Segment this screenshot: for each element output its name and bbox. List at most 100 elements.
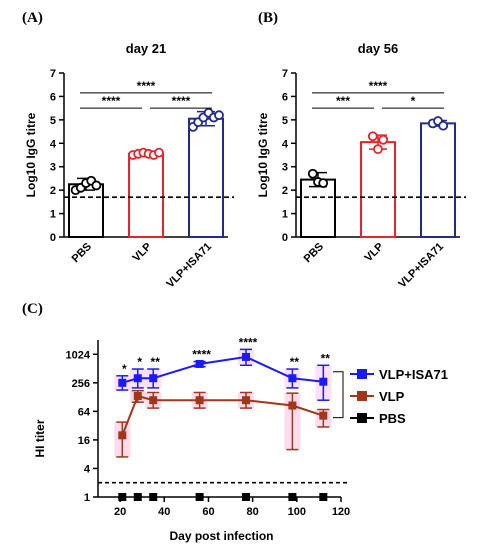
x-axis-label: Day post infection — [169, 529, 273, 543]
x-tick-label: 60 — [202, 506, 214, 518]
bar — [360, 141, 396, 238]
data-point — [318, 178, 329, 189]
y-tick-label: 4 — [50, 138, 57, 150]
data-point — [91, 180, 102, 191]
y-tick-label: 3 — [50, 162, 56, 174]
data-point — [438, 120, 449, 131]
x-tick-label: 120 — [332, 506, 350, 518]
y-axis-label: Log10 IgG titre — [256, 112, 270, 197]
chart-title: day 21 — [126, 41, 166, 56]
comparison-bracket — [333, 371, 344, 419]
y-tick-label: 1 — [282, 209, 288, 221]
y-tick-label: 6 — [50, 91, 56, 103]
data-point — [118, 493, 127, 501]
data-point — [307, 168, 318, 179]
y-tick-label: 1024 — [66, 349, 91, 361]
bar — [300, 178, 336, 239]
y-tick-label: 2 — [50, 185, 56, 197]
significance-label: **** — [102, 94, 121, 108]
panel-c: (C) HI titer Day post infection 1 4 16 64 256 10… — [22, 301, 448, 543]
bar — [420, 122, 456, 238]
y-tick-label: 16 — [78, 435, 90, 447]
data-point — [133, 391, 142, 400]
y-tick-label: 7 — [50, 68, 56, 80]
significance-label: **** — [172, 94, 191, 108]
legend-marker — [357, 369, 367, 379]
panel-letter: (C) — [22, 301, 43, 317]
data-point — [195, 359, 204, 368]
y-tick-label: 3 — [282, 162, 288, 174]
data-point — [118, 431, 127, 440]
data-point — [154, 147, 164, 158]
data-point — [319, 411, 328, 420]
y-tick-label: 5 — [282, 115, 288, 127]
data-point — [214, 110, 224, 121]
panel-a: (A) day 21 Log10 IgG titre 0 1 2 3 4 5 6 7 PBS VLP VL… — [22, 10, 234, 290]
y-tick-label: 6 — [282, 91, 288, 103]
category-label: VLP+ISA71 — [396, 241, 446, 291]
y-tick-label: 256 — [72, 378, 90, 390]
category-label: PBS — [70, 241, 94, 265]
legend-label: VLP — [379, 389, 405, 404]
data-point — [242, 493, 251, 501]
data-point — [133, 493, 142, 501]
data-point — [288, 401, 297, 410]
series-2 — [118, 493, 328, 501]
significance-label: * — [411, 94, 416, 108]
y-tick-label: 2 — [282, 185, 288, 197]
y-tick-label: 0 — [282, 232, 288, 244]
y-tick-label: 7 — [282, 68, 288, 80]
significance-label: ** — [151, 355, 161, 369]
series-1 — [114, 389, 332, 458]
y-tick-label: 1 — [50, 209, 56, 221]
legend-marker — [357, 413, 367, 423]
x-tick-label: 20 — [114, 506, 126, 518]
x-tick-label: 40 — [158, 506, 170, 518]
data-point — [319, 493, 328, 501]
data-point — [288, 374, 297, 383]
significance-label: * — [137, 355, 142, 369]
panel-letter: (A) — [22, 10, 43, 26]
data-point — [378, 134, 389, 145]
bar — [188, 117, 224, 238]
data-point — [373, 144, 383, 155]
y-tick-label: 4 — [84, 463, 91, 475]
data-point — [149, 374, 158, 383]
significance-label: ** — [290, 355, 300, 369]
category-label: VLP — [130, 241, 154, 265]
data-point — [195, 493, 204, 501]
significance-label: * — [122, 362, 127, 376]
chart-title: day 56 — [358, 41, 398, 56]
panel-letter: (B) — [258, 10, 278, 26]
y-tick-label: 5 — [50, 115, 56, 127]
panel-b: (B) day 56 Log10 IgG titre 0 1 2 3 4 5 6 7 PBS VLP VL… — [256, 10, 466, 290]
data-point — [319, 377, 328, 386]
y-tick-label: 4 — [282, 138, 289, 150]
legend-marker — [357, 391, 367, 401]
x-tick-label: 80 — [247, 506, 259, 518]
significance-label: **** — [192, 348, 211, 362]
significance-label: **** — [239, 335, 258, 349]
data-point — [242, 396, 251, 405]
data-point — [118, 378, 127, 387]
data-point — [195, 396, 204, 405]
y-tick-label: 0 — [50, 232, 56, 244]
significance-label: **** — [137, 79, 156, 93]
legend-label: VLP+ISA71 — [379, 367, 448, 382]
series-0 — [114, 348, 332, 401]
data-point — [149, 396, 158, 405]
data-point — [367, 131, 378, 142]
significance-label: *** — [336, 94, 350, 108]
bar — [128, 152, 164, 238]
data-point — [133, 374, 142, 383]
y-tick-label: 1 — [84, 492, 90, 504]
category-label: PBS — [302, 241, 326, 265]
significance-label: ** — [321, 351, 331, 365]
data-point — [242, 352, 251, 361]
legend-label: PBS — [379, 411, 406, 426]
y-axis-label: Log10 IgG titre — [24, 112, 38, 197]
significance-label: **** — [369, 79, 388, 93]
y-axis-label: HI titer — [33, 419, 47, 457]
data-point — [149, 493, 158, 501]
